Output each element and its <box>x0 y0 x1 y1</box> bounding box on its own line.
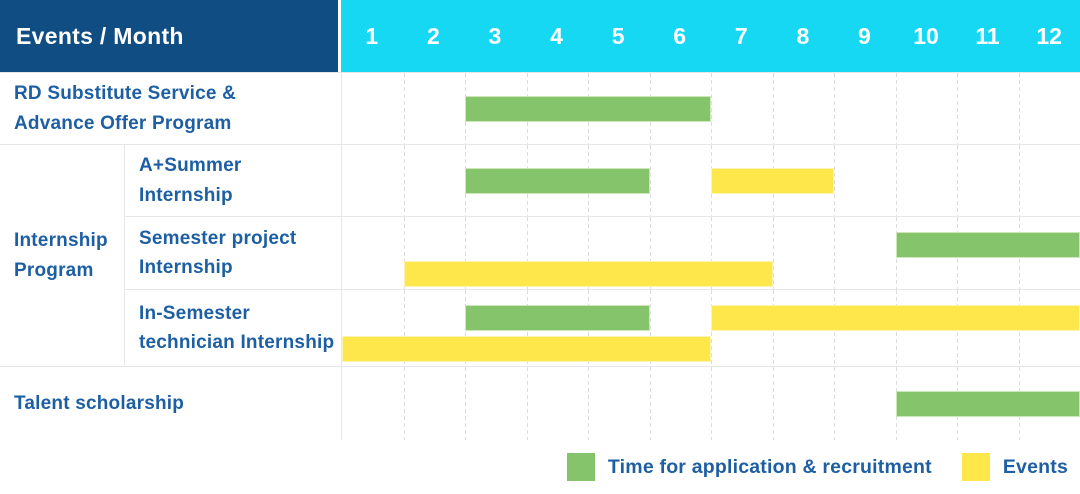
legend-label: Events <box>1002 455 1068 478</box>
month-gridline <box>1018 145 1020 216</box>
month-header-1: 1 <box>365 22 379 49</box>
month-header-5: 5 <box>611 22 625 49</box>
month-gridline <box>834 73 835 144</box>
month-header-row: 1 2 3 4 5 6 7 8 9 10 11 12 <box>341 0 1080 72</box>
timeline-bar-green-m3-m5 <box>465 168 650 194</box>
month-gridline <box>649 217 651 289</box>
row-label: In-Semester technician Internship <box>124 289 341 366</box>
month-gridline <box>649 145 651 216</box>
month-gridline <box>588 217 589 289</box>
row-label: Semester project Internship <box>124 216 341 289</box>
row-label: A+Summer Internship <box>124 144 341 216</box>
row-group-label: Internship Program <box>0 144 124 366</box>
month-gridline <box>834 367 835 440</box>
month-header-3: 3 <box>488 22 502 49</box>
timeline-bar-green-m10-m12 <box>895 391 1080 417</box>
legend-item-green: Time for application & recruitment <box>566 453 932 481</box>
month-gridline <box>895 145 897 216</box>
legend-label: Time for application & recruitment <box>607 455 932 478</box>
row-label: Talent scholarship <box>0 366 341 440</box>
month-header-8: 8 <box>796 22 810 49</box>
legend-item-yellow: Events <box>961 453 1068 481</box>
month-header-10: 10 <box>913 22 939 49</box>
month-gridline <box>711 73 712 144</box>
month-gridline <box>403 367 405 440</box>
month-gridline <box>588 367 589 440</box>
month-gridline <box>957 145 958 216</box>
month-gridline <box>403 73 405 144</box>
row-timeline <box>341 289 1080 366</box>
month-gridline <box>711 367 712 440</box>
legend-swatch-green <box>566 453 595 481</box>
timeline-bar-yellow-m2-m7 <box>403 261 773 287</box>
legend-swatch-yellow <box>961 453 990 481</box>
month-gridline <box>403 290 405 366</box>
events-month-table: Events / Month 1 2 3 4 5 6 7 8 9 10 11 12 RD Substi… <box>0 0 1080 440</box>
month-gridline <box>772 217 774 289</box>
month-gridline <box>403 145 405 216</box>
timeline-bar-yellow-m1-m6 <box>342 336 711 362</box>
month-gridline <box>465 217 466 289</box>
month-header-6: 6 <box>673 22 687 49</box>
month-gridline <box>649 367 651 440</box>
month-header-7: 7 <box>734 22 748 49</box>
month-gridline <box>772 73 774 144</box>
timeline-bar-yellow-m7-m8 <box>711 168 834 194</box>
month-gridline <box>403 217 405 289</box>
timeline-bar-green-m3-m6 <box>465 96 711 122</box>
month-header-11: 11 <box>975 22 1000 49</box>
row-timeline <box>341 366 1080 440</box>
month-gridline <box>465 367 466 440</box>
month-gridline <box>957 73 958 144</box>
row-timeline <box>341 144 1080 216</box>
row-label: RD Substitute Service & Advance Offer Pr… <box>0 72 341 144</box>
month-header-9: 9 <box>858 22 871 49</box>
timeline-bar-green-m10-m12 <box>895 232 1080 258</box>
month-gridline <box>649 290 651 366</box>
row-timeline <box>341 216 1080 289</box>
timeline-bar-green-m3-m5 <box>465 305 650 331</box>
month-gridline <box>772 367 774 440</box>
events-month-header: Events / Month <box>0 0 341 72</box>
month-gridline <box>834 217 835 289</box>
month-gridline <box>1018 73 1020 144</box>
month-header-12: 12 <box>1036 22 1062 49</box>
timeline-bar-yellow-m7-m12 <box>711 305 1080 331</box>
month-header-4: 4 <box>550 22 563 49</box>
row-timeline <box>341 72 1080 144</box>
month-gridline <box>526 367 528 440</box>
legend: Time for application & recruitment Events <box>0 444 1068 490</box>
month-gridline <box>711 217 712 289</box>
month-gridline <box>526 217 528 289</box>
month-gridline <box>834 145 835 216</box>
month-header-2: 2 <box>426 22 440 49</box>
month-gridline <box>895 73 897 144</box>
events-month-header-label: Events / Month <box>16 22 184 49</box>
